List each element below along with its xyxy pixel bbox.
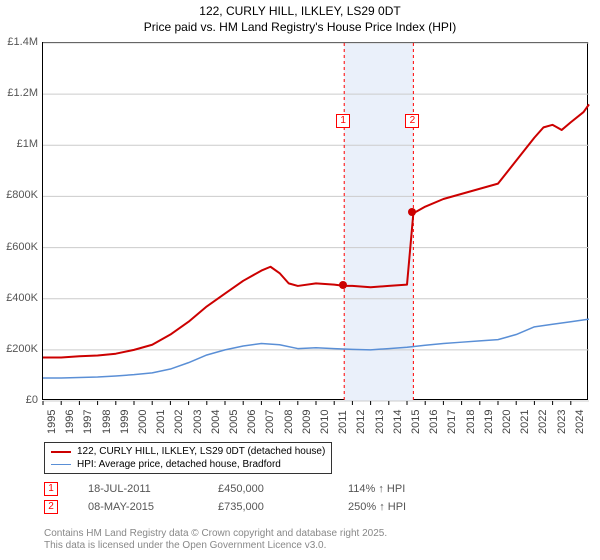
x-tick-label: 2005 (228, 410, 240, 434)
x-tick-label: 2013 (374, 410, 386, 434)
sales-row-marker: 2 (44, 500, 58, 514)
legend-label: HPI: Average price, detached house, Brad… (77, 459, 281, 470)
legend-item: HPI: Average price, detached house, Brad… (51, 459, 325, 470)
y-tick-label: £800K (0, 189, 38, 201)
legend-swatch (51, 451, 71, 453)
y-tick-label: £400K (0, 292, 38, 304)
x-tick-label: 2009 (301, 410, 313, 434)
legend-swatch (51, 464, 71, 465)
x-tick-label: 2015 (410, 410, 422, 434)
y-tick-label: £1M (0, 138, 38, 150)
x-tick-label: 2016 (428, 410, 440, 434)
x-tick-label: 2019 (483, 410, 495, 434)
sale-point-dot (339, 281, 347, 289)
chart-title-line2: Price paid vs. HM Land Registry's House … (0, 20, 600, 36)
sales-row-marker: 1 (44, 482, 58, 496)
y-tick-label: £600K (0, 241, 38, 253)
x-tick-label: 2004 (210, 410, 222, 434)
chart-svg (43, 43, 587, 399)
x-tick-label: 1995 (46, 410, 58, 434)
y-tick-label: £1.2M (0, 87, 38, 99)
x-tick-label: 2008 (283, 410, 295, 434)
x-tick-label: 2001 (155, 410, 167, 434)
x-tick-label: 2022 (537, 410, 549, 434)
vline-marker-2: 2 (405, 114, 419, 128)
x-tick-label: 1996 (64, 410, 76, 434)
x-tick-label: 2007 (264, 410, 276, 434)
sales-row-vs-hpi: 114% ↑ HPI (348, 483, 478, 495)
vline-marker-1: 1 (336, 114, 350, 128)
sales-row-price: £735,000 (218, 501, 348, 513)
x-tick-label: 2020 (501, 410, 513, 434)
x-tick-label: 1999 (119, 410, 131, 434)
x-tick-label: 2003 (192, 410, 204, 434)
sales-table-row: 2 08-MAY-2015£735,000250% ↑ HPI (44, 500, 478, 514)
x-tick-label: 2023 (556, 410, 568, 434)
sales-row-price: £450,000 (218, 483, 348, 495)
attribution-text: Contains HM Land Registry data © Crown c… (44, 528, 387, 552)
sales-row-date: 08-MAY-2015 (88, 501, 218, 513)
x-tick-label: 1997 (82, 410, 94, 434)
x-tick-label: 2012 (355, 410, 367, 434)
x-tick-label: 2017 (446, 410, 458, 434)
sales-table: 1 18-JUL-2011£450,000114% ↑ HPI 2 08-MAY-20… (44, 482, 478, 518)
chart-legend: 122, CURLY HILL, ILKLEY, LS29 0DT (detac… (44, 442, 332, 474)
chart-plot-area (42, 42, 588, 400)
y-tick-label: £0 (0, 394, 38, 406)
x-tick-label: 2000 (137, 410, 149, 434)
x-tick-label: 2011 (337, 410, 349, 434)
x-tick-label: 2006 (246, 410, 258, 434)
x-tick-label: 2002 (173, 410, 185, 434)
x-tick-label: 2018 (465, 410, 477, 434)
x-tick-label: 2010 (319, 410, 331, 434)
y-tick-label: £1.4M (0, 36, 38, 48)
legend-item: 122, CURLY HILL, ILKLEY, LS29 0DT (detac… (51, 446, 325, 457)
chart-title-line1: 122, CURLY HILL, ILKLEY, LS29 0DT (0, 4, 600, 20)
attribution-line2: This data is licensed under the Open Gov… (44, 540, 387, 552)
sale-point-dot (408, 208, 416, 216)
sales-table-row: 1 18-JUL-2011£450,000114% ↑ HPI (44, 482, 478, 496)
x-tick-label: 2014 (392, 410, 404, 434)
attribution-line1: Contains HM Land Registry data © Crown c… (44, 528, 387, 540)
sales-row-vs-hpi: 250% ↑ HPI (348, 501, 478, 513)
x-tick-label: 2021 (519, 410, 531, 434)
legend-label: 122, CURLY HILL, ILKLEY, LS29 0DT (detac… (77, 446, 325, 457)
y-tick-label: £200K (0, 343, 38, 355)
sales-row-date: 18-JUL-2011 (88, 483, 218, 495)
x-tick-label: 1998 (101, 410, 113, 434)
x-tick-label: 2024 (574, 410, 586, 434)
chart-title: 122, CURLY HILL, ILKLEY, LS29 0DT Price … (0, 0, 600, 35)
